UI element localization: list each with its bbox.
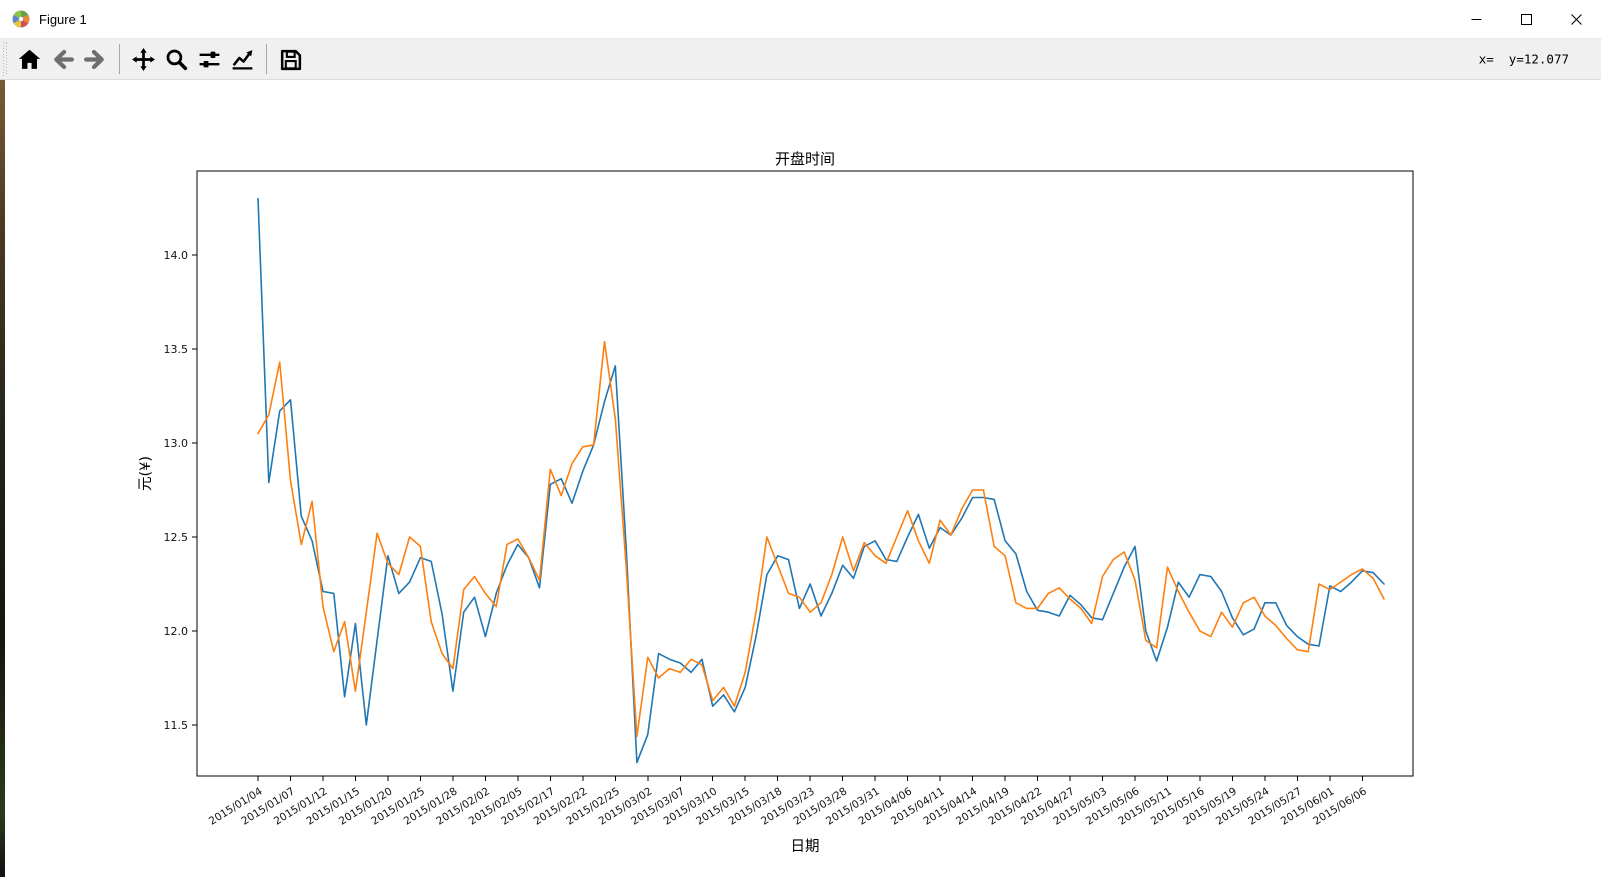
figure-canvas[interactable]: 11.5 12.0 12.5 13.0 13.5 14.0 2015/01/04 2015/0…	[0, 80, 1601, 877]
toolbar-separator	[119, 44, 120, 74]
cursor-position-readout: x= y=12.077	[1478, 51, 1569, 67]
window-title: Figure 1	[39, 11, 87, 27]
configure-subplots-button[interactable]	[193, 43, 226, 76]
titlebar: Figure 1	[0, 0, 1601, 39]
desktop-edge-strip	[0, 80, 5, 877]
edit-parameters-button[interactable]	[226, 43, 259, 76]
toolbar: x= y=12.077	[0, 39, 1601, 80]
y-axis: 11.5 12.0 12.5 13.0 13.5 14.0	[164, 249, 197, 732]
toolbar-buttons	[13, 43, 307, 76]
series-2-orange-line	[257, 340, 1385, 738]
x-axis: 2015/01/042015/01/072015/01/122015/01/15…	[207, 776, 1369, 828]
maximize-button[interactable]	[1501, 0, 1551, 38]
x-axis-label: 日期	[791, 838, 820, 855]
back-button[interactable]	[46, 43, 79, 76]
y-axis-label: 元(¥)	[138, 456, 154, 491]
close-icon	[1570, 13, 1582, 25]
zoom-to-rect-button[interactable]	[160, 43, 193, 76]
magnifier-icon	[166, 49, 188, 70]
window-controls	[1451, 0, 1601, 38]
minimize-icon	[1471, 18, 1481, 20]
close-button[interactable]	[1551, 0, 1601, 38]
home-icon	[18, 49, 41, 69]
home-button[interactable]	[13, 43, 46, 76]
maximize-icon	[1520, 13, 1532, 25]
toolbar-separator	[266, 44, 267, 74]
floppy-icon	[280, 49, 302, 70]
forward-button[interactable]	[79, 43, 112, 76]
chart[interactable]: 11.5 12.0 12.5 13.0 13.5 14.0 2015/01/042015/0…	[0, 80, 1601, 877]
matplotlib-logo-icon	[11, 9, 31, 29]
series-1-blue-line	[257, 197, 1385, 764]
y-tick-label: 11.5	[164, 719, 189, 732]
y-tick-label: 13.5	[164, 343, 189, 356]
y-tick-label: 12.0	[164, 625, 189, 638]
plot-border	[196, 170, 1414, 777]
sliders-icon	[199, 51, 220, 67]
move-icon	[132, 47, 155, 71]
pan-button[interactable]	[127, 43, 160, 76]
y-tick-label: 12.5	[164, 531, 189, 544]
arrow-left-icon	[54, 49, 74, 69]
minimize-button[interactable]	[1451, 0, 1501, 38]
save-figure-button[interactable]	[274, 43, 307, 76]
toolbar-grip	[3, 42, 8, 76]
line-chart-icon	[232, 49, 253, 69]
chart-title: 开盘时间	[775, 150, 835, 168]
y-tick-label: 14.0	[164, 249, 189, 262]
y-tick-label: 13.0	[164, 437, 189, 450]
arrow-right-icon	[84, 49, 104, 69]
